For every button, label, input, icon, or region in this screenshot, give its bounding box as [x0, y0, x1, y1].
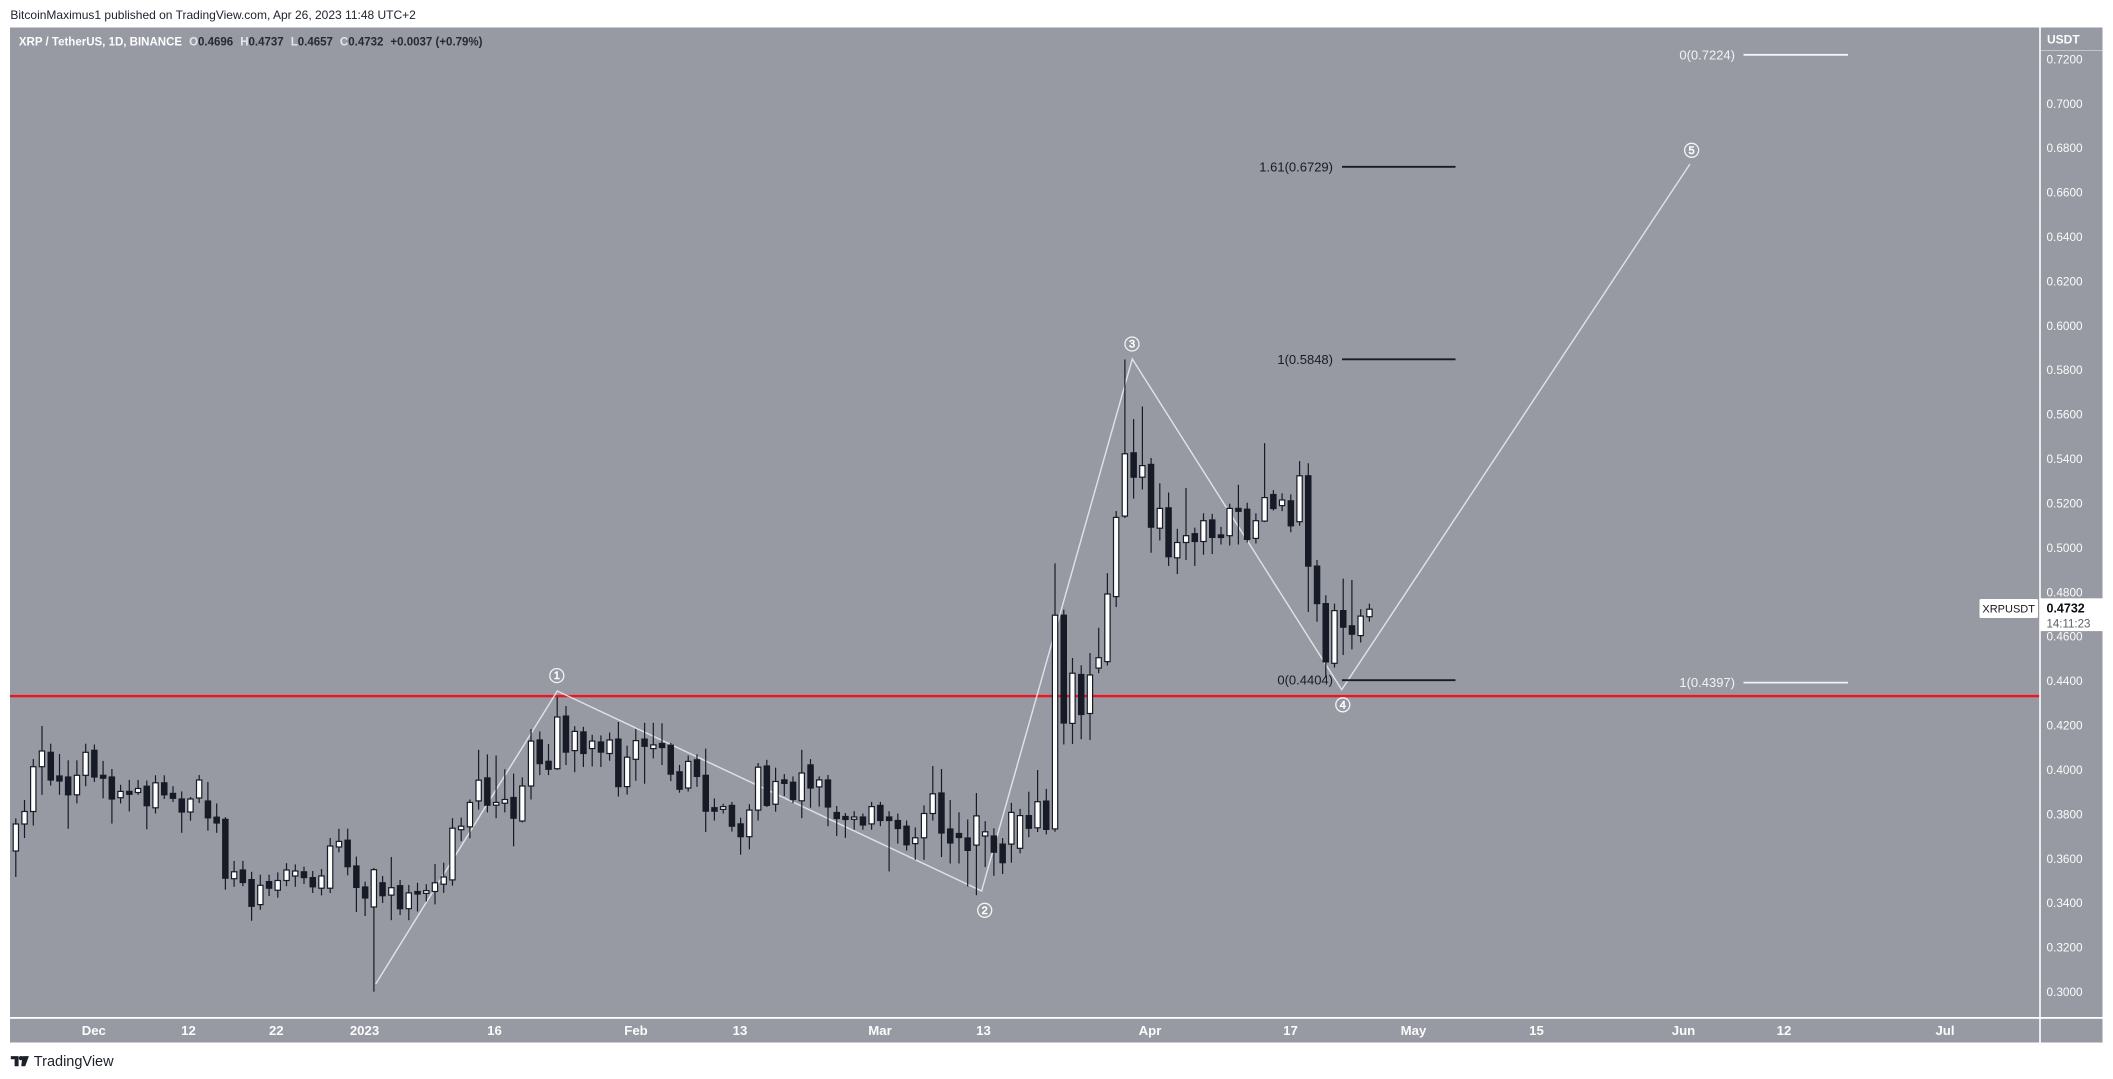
svg-text:Apr: Apr: [1139, 1023, 1162, 1038]
svg-text:13: 13: [976, 1023, 991, 1038]
svg-text:14:11:23: 14:11:23: [2047, 618, 2091, 630]
svg-text:0.7200: 0.7200: [2047, 52, 2084, 66]
svg-text:0.4400: 0.4400: [2047, 674, 2084, 688]
svg-text:May: May: [1401, 1023, 1427, 1038]
svg-text:Feb: Feb: [624, 1023, 647, 1038]
svg-text:22: 22: [269, 1023, 284, 1038]
svg-text:0.6000: 0.6000: [2047, 319, 2084, 333]
svg-text:3: 3: [1129, 339, 1135, 351]
svg-text:5: 5: [1689, 145, 1695, 157]
svg-text:1(0.4397): 1(0.4397): [1679, 675, 1735, 690]
svg-text:0.3800: 0.3800: [2047, 807, 2084, 821]
svg-text:BitcoinMaximus1 published on T: BitcoinMaximus1 published on TradingView…: [10, 8, 416, 22]
svg-text:USDT: USDT: [2047, 33, 2080, 47]
svg-text:1: 1: [554, 670, 560, 682]
svg-text:0(0.7224): 0(0.7224): [1679, 47, 1735, 62]
svg-text:0.5800: 0.5800: [2047, 363, 2084, 377]
svg-text:Jul: Jul: [1935, 1023, 1954, 1038]
svg-text:12: 12: [1777, 1023, 1792, 1038]
svg-text:0.7000: 0.7000: [2047, 97, 2084, 111]
svg-text:16: 16: [487, 1023, 502, 1038]
svg-text:2: 2: [982, 905, 988, 917]
svg-text:Jun: Jun: [1672, 1023, 1695, 1038]
svg-text:1(0.5848): 1(0.5848): [1277, 352, 1333, 367]
svg-text:0.5000: 0.5000: [2047, 541, 2084, 555]
svg-text:0.6400: 0.6400: [2047, 230, 2084, 244]
svg-text:12: 12: [181, 1023, 196, 1038]
svg-text:TradingView: TradingView: [34, 1054, 114, 1070]
svg-text:15: 15: [1529, 1023, 1544, 1038]
svg-text:0.4800: 0.4800: [2047, 585, 2084, 599]
svg-text:17: 17: [1283, 1023, 1298, 1038]
svg-text:Dec: Dec: [82, 1023, 106, 1038]
svg-text:0.5400: 0.5400: [2047, 452, 2084, 466]
svg-text:0.3400: 0.3400: [2047, 896, 2084, 910]
svg-text:0.6600: 0.6600: [2047, 186, 2084, 200]
svg-text:2023: 2023: [350, 1023, 379, 1038]
svg-text:13: 13: [733, 1023, 748, 1038]
svg-text:0.4000: 0.4000: [2047, 763, 2084, 777]
svg-text:0.3200: 0.3200: [2047, 941, 2084, 955]
svg-text:0.5600: 0.5600: [2047, 408, 2084, 422]
svg-text:0.3000: 0.3000: [2047, 985, 2084, 999]
svg-text:0(0.4404): 0(0.4404): [1277, 673, 1333, 688]
svg-text:0.5200: 0.5200: [2047, 497, 2084, 511]
svg-text:0.4732: 0.4732: [2047, 601, 2085, 615]
svg-text:Mar: Mar: [868, 1023, 891, 1038]
svg-text:0.4200: 0.4200: [2047, 719, 2084, 733]
svg-text:1.61(0.6729): 1.61(0.6729): [1259, 159, 1333, 174]
svg-text:0.6200: 0.6200: [2047, 274, 2084, 288]
svg-text:0.6800: 0.6800: [2047, 141, 2084, 155]
svg-text:XRPUSDT: XRPUSDT: [1982, 604, 2035, 616]
svg-text:4: 4: [1340, 699, 1346, 711]
svg-text:0.3600: 0.3600: [2047, 852, 2084, 866]
svg-text:0.4600: 0.4600: [2047, 630, 2084, 644]
